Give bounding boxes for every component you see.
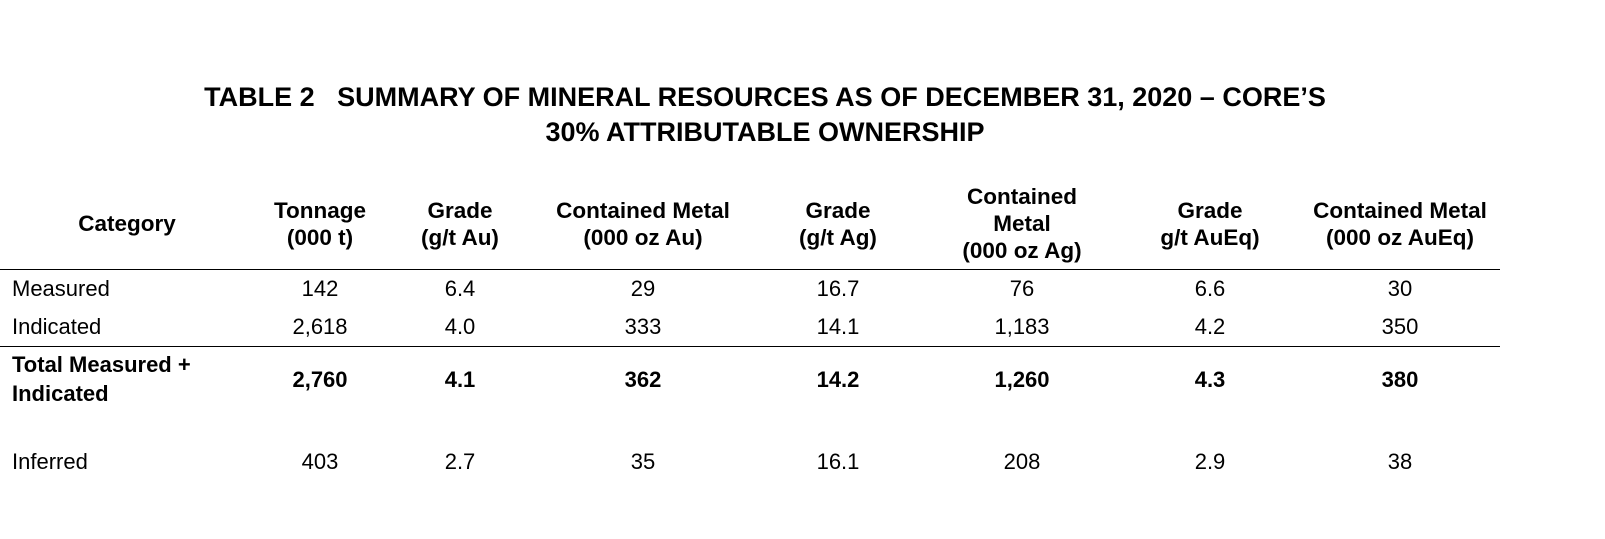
header-grade-ag: Grade (g/t Ag) bbox=[752, 178, 924, 270]
header-contained-au: Contained Metal (000 oz Au) bbox=[534, 178, 752, 270]
cell-grade-ag: 16.7 bbox=[816, 276, 860, 301]
cell-category: Measured bbox=[12, 276, 110, 301]
header-grade-au: Grade (g/t Au) bbox=[386, 178, 534, 270]
cell-contained-aueq: 30 bbox=[1387, 276, 1413, 301]
cell-contained-aueq: 38 bbox=[1387, 449, 1413, 474]
cell-category: Total Measured + Indicated bbox=[0, 346, 254, 411]
cell-grade-ag: 14.1 bbox=[816, 314, 860, 339]
cell-category: Inferred bbox=[12, 449, 88, 474]
cell-contained-aueq: 350 bbox=[1381, 314, 1419, 339]
cell-tonnage: 142 bbox=[301, 276, 339, 301]
cell-contained-ag: 1,260 bbox=[924, 346, 1120, 411]
cell-contained-aueq: 380 bbox=[1300, 346, 1500, 411]
cell-contained-ag: 208 bbox=[1003, 449, 1041, 474]
cell-contained-ag: 76 bbox=[1009, 276, 1035, 301]
table-row-total: Total Measured + Indicated 2,760 4.1 362 … bbox=[0, 346, 1500, 411]
cell-grade-ag: 16.1 bbox=[816, 449, 860, 474]
cell-grade-au: 6.4 bbox=[444, 276, 476, 301]
spacer-row bbox=[0, 411, 1500, 441]
cell-grade-aueq: 6.6 bbox=[1194, 276, 1226, 301]
cell-contained-ag: 1,183 bbox=[994, 314, 1050, 339]
cell-grade-aueq: 4.2 bbox=[1194, 314, 1226, 339]
header-grade-aueq: Grade g/t AuEq) bbox=[1120, 178, 1300, 270]
header-row: Category Tonnage (000 t) Grade (g/t Au) Co… bbox=[0, 178, 1500, 270]
cell-contained-au: 333 bbox=[624, 314, 662, 339]
cell-contained-au: 362 bbox=[534, 346, 752, 411]
cell-grade-au: 2.7 bbox=[444, 449, 476, 474]
table-title: TABLE 2 SUMMARY OF MINERAL RESOURCES AS … bbox=[0, 80, 1530, 150]
cell-contained-au: 29 bbox=[630, 276, 656, 301]
cell-tonnage: 2,618 bbox=[292, 314, 348, 339]
header-category: Category bbox=[0, 178, 254, 270]
cell-grade-aueq: 2.9 bbox=[1194, 449, 1226, 474]
header-contained-ag: Contained Metal (000 oz Ag) bbox=[924, 178, 1120, 270]
cell-contained-au: 35 bbox=[630, 449, 656, 474]
cell-category: Indicated bbox=[12, 314, 102, 339]
cell-grade-ag: 14.2 bbox=[752, 346, 924, 411]
cell-tonnage: 2,760 bbox=[254, 346, 386, 411]
table-title-line1: TABLE 2 SUMMARY OF MINERAL RESOURCES AS … bbox=[204, 82, 1326, 112]
cell-grade-au: 4.0 bbox=[444, 314, 476, 339]
table-row-inferred: Inferred 403 2.7 35 16.1 208 2.9 38 bbox=[0, 441, 1500, 483]
cell-tonnage: 403 bbox=[301, 449, 339, 474]
header-contained-aueq: Contained Metal (000 oz AuEq) bbox=[1300, 178, 1500, 270]
table-title-line2: 30% ATTRIBUTABLE OWNERSHIP bbox=[545, 117, 985, 147]
table-row-indicated: Indicated 2,618 4.0 333 14.1 1,183 4.2 3… bbox=[0, 308, 1500, 347]
table-row-measured: Measured 142 6.4 29 16.7 76 6.6 30 bbox=[0, 270, 1500, 309]
cell-grade-aueq: 4.3 bbox=[1120, 346, 1300, 411]
mineral-resources-table: Category Tonnage (000 t) Grade (g/t Au) Co… bbox=[0, 178, 1500, 483]
cell-grade-au: 4.1 bbox=[386, 346, 534, 411]
header-tonnage: Tonnage (000 t) bbox=[254, 178, 386, 270]
